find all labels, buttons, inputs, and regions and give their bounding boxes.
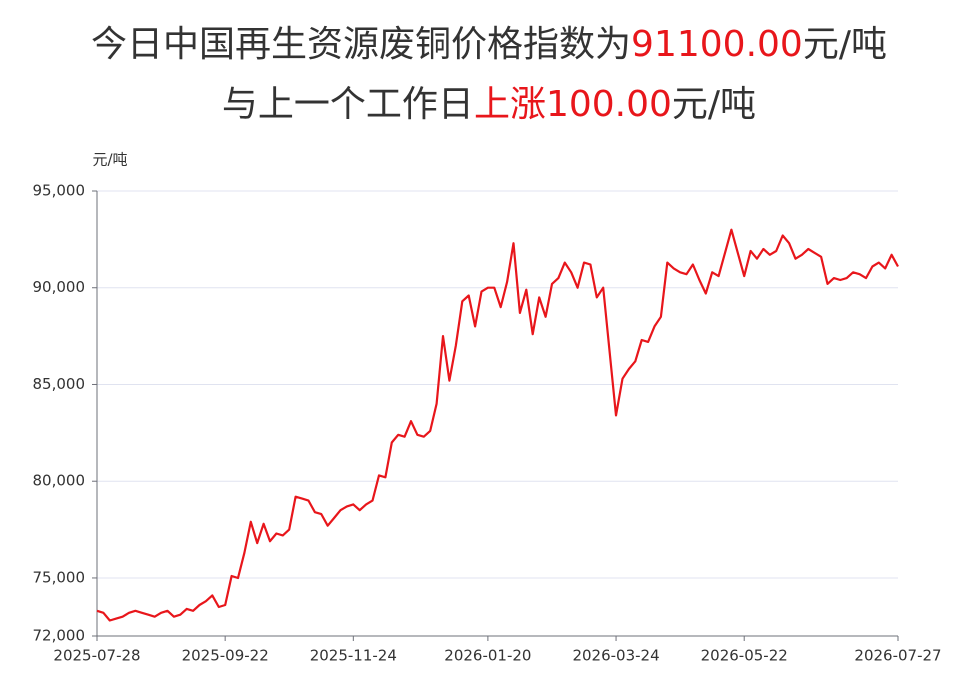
x-tick-label: 2025-07-28 [53,647,140,665]
chart-title: 与上一个工作日上涨100.00元/吨 [222,84,756,125]
title-segment: 与上一个工作日 [222,84,474,125]
title-segment: 91100.00 [631,24,803,65]
title-segment: 元/吨 [672,84,756,125]
x-tick-label: 2025-09-22 [182,647,269,665]
y-tick-label: 90,000 [33,278,86,296]
y-tick-label: 95,000 [33,182,86,200]
x-tick-label: 2026-07-27 [854,647,941,665]
x-tick-label: 2026-01-20 [444,647,531,665]
title-segment: 100.00 [546,84,672,125]
title-segment: 元/吨 [803,24,887,65]
y-tick-label: 72,000 [33,627,86,645]
y-tick-label: 75,000 [33,568,86,586]
y-tick-label: 85,000 [33,375,86,393]
line-series [96,228,899,622]
y-tick-label: 80,000 [33,472,86,490]
x-tick-label: 2026-05-22 [701,647,788,665]
y-axis-label: 元/吨 [92,151,127,169]
title-segment: 今日中国再生资源废铜价格指数为 [91,24,631,65]
title-segment: 上涨 [474,84,546,125]
x-tick-label: 2025-11-24 [310,647,397,665]
chart-title: 今日中国再生资源废铜价格指数为91100.00元/吨 [91,24,887,65]
x-tick-label: 2026-03-24 [572,647,659,665]
